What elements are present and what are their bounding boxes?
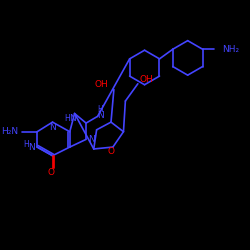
Text: OH: OH xyxy=(94,80,108,89)
Text: N: N xyxy=(28,142,35,152)
Text: N: N xyxy=(97,111,104,120)
Text: N: N xyxy=(49,124,56,132)
Text: H₂N: H₂N xyxy=(1,127,18,136)
Text: H: H xyxy=(64,114,70,123)
Text: N: N xyxy=(88,135,95,144)
Text: H: H xyxy=(98,105,103,114)
Text: N: N xyxy=(69,114,76,123)
Text: O: O xyxy=(108,147,114,156)
Text: O: O xyxy=(47,168,54,177)
Text: H: H xyxy=(23,140,28,149)
Text: OH: OH xyxy=(140,76,153,84)
Text: NH₂: NH₂ xyxy=(222,45,239,54)
